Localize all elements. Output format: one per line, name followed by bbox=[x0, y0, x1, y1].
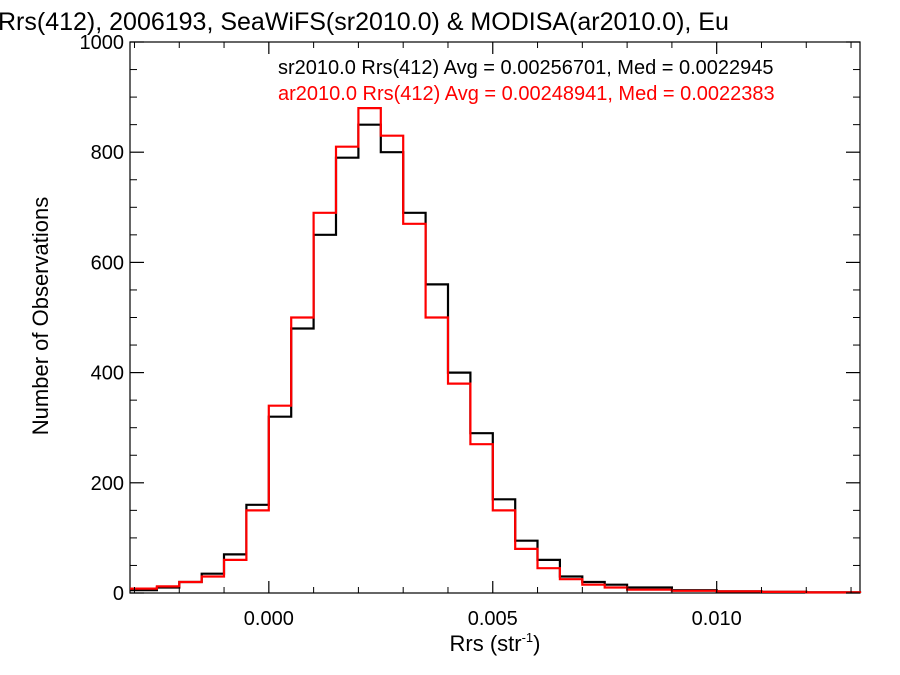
y-tick-label: 200 bbox=[91, 473, 124, 495]
annotation-sr: sr2010.0 Rrs(412) Avg = 0.00256701, Med … bbox=[278, 57, 774, 79]
x-axis-label: Rrs (str-1) bbox=[450, 630, 541, 656]
y-tick-label: 1000 bbox=[80, 32, 125, 54]
x-tick-label: 0.000 bbox=[244, 608, 294, 630]
x-axis-label-exponent: -1 bbox=[522, 630, 534, 645]
x-tick-label: 0.010 bbox=[692, 608, 742, 630]
x-axis-label-main: Rrs (str bbox=[450, 631, 522, 656]
x-tick-label: 0.005 bbox=[468, 608, 518, 630]
y-tick-label: 400 bbox=[91, 363, 124, 385]
y-tick-label: 600 bbox=[91, 252, 124, 274]
y-tick-label: 0 bbox=[113, 583, 124, 605]
x-axis-label-close: ) bbox=[533, 631, 540, 656]
y-tick-label: 800 bbox=[91, 142, 124, 164]
y-axis-label: Number of Observations bbox=[28, 197, 53, 435]
chart-title: Rrs(412), 2006193, SeaWiFS(sr2010.0) & M… bbox=[0, 8, 729, 36]
annotation-ar: ar2010.0 Rrs(412) Avg = 0.00248941, Med … bbox=[278, 83, 775, 105]
